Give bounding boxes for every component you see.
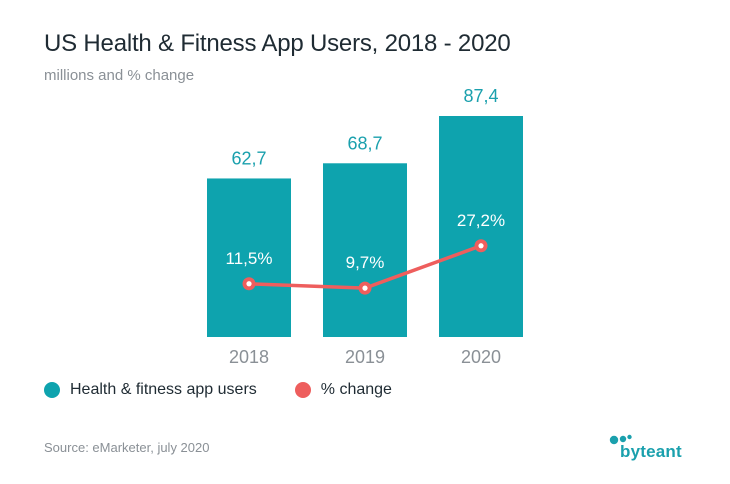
legend-item-change: % change <box>294 381 392 399</box>
brand-logo: byteant <box>608 430 698 464</box>
legend-swatch-users <box>44 382 60 398</box>
chart-subtitle: millions and % change <box>44 67 195 84</box>
brand-dots-icon <box>609 434 632 445</box>
change-point-center-2018 <box>246 281 252 287</box>
change-value-label-2019: 9,7% <box>346 253 385 272</box>
x-tick-label-2018: 2018 <box>229 347 269 367</box>
change-value-label-2018: 11,5% <box>226 249 273 268</box>
change-value-label-2020: 27,2% <box>457 211 505 230</box>
source-note: Source: eMarketer, july 2020 <box>44 440 210 455</box>
x-tick-label-2020: 2020 <box>461 347 501 367</box>
legend-swatch-change <box>294 382 311 398</box>
bar-value-label-2018: 62,7 <box>231 148 266 168</box>
bar-2020 <box>439 116 523 337</box>
legend: Health & fitness app users % change <box>44 381 430 399</box>
bar-value-label-2020: 87,4 <box>463 86 498 106</box>
legend-label-change: % change <box>320 381 392 398</box>
change-point-center-2019 <box>362 285 368 291</box>
bar-value-label-2019: 68,7 <box>347 133 382 153</box>
bar-2018 <box>207 178 291 337</box>
legend-item-users: Health & fitness app users <box>44 381 257 399</box>
change-point-center-2020 <box>478 243 484 249</box>
brand-name: byteant <box>620 442 682 461</box>
chart-title: US Health & Fitness App Users, 2018 - 20… <box>44 30 511 57</box>
bar-2019 <box>323 163 407 337</box>
x-tick-label-2019: 2019 <box>345 347 385 367</box>
legend-label-users: Health & fitness app users <box>70 381 257 398</box>
